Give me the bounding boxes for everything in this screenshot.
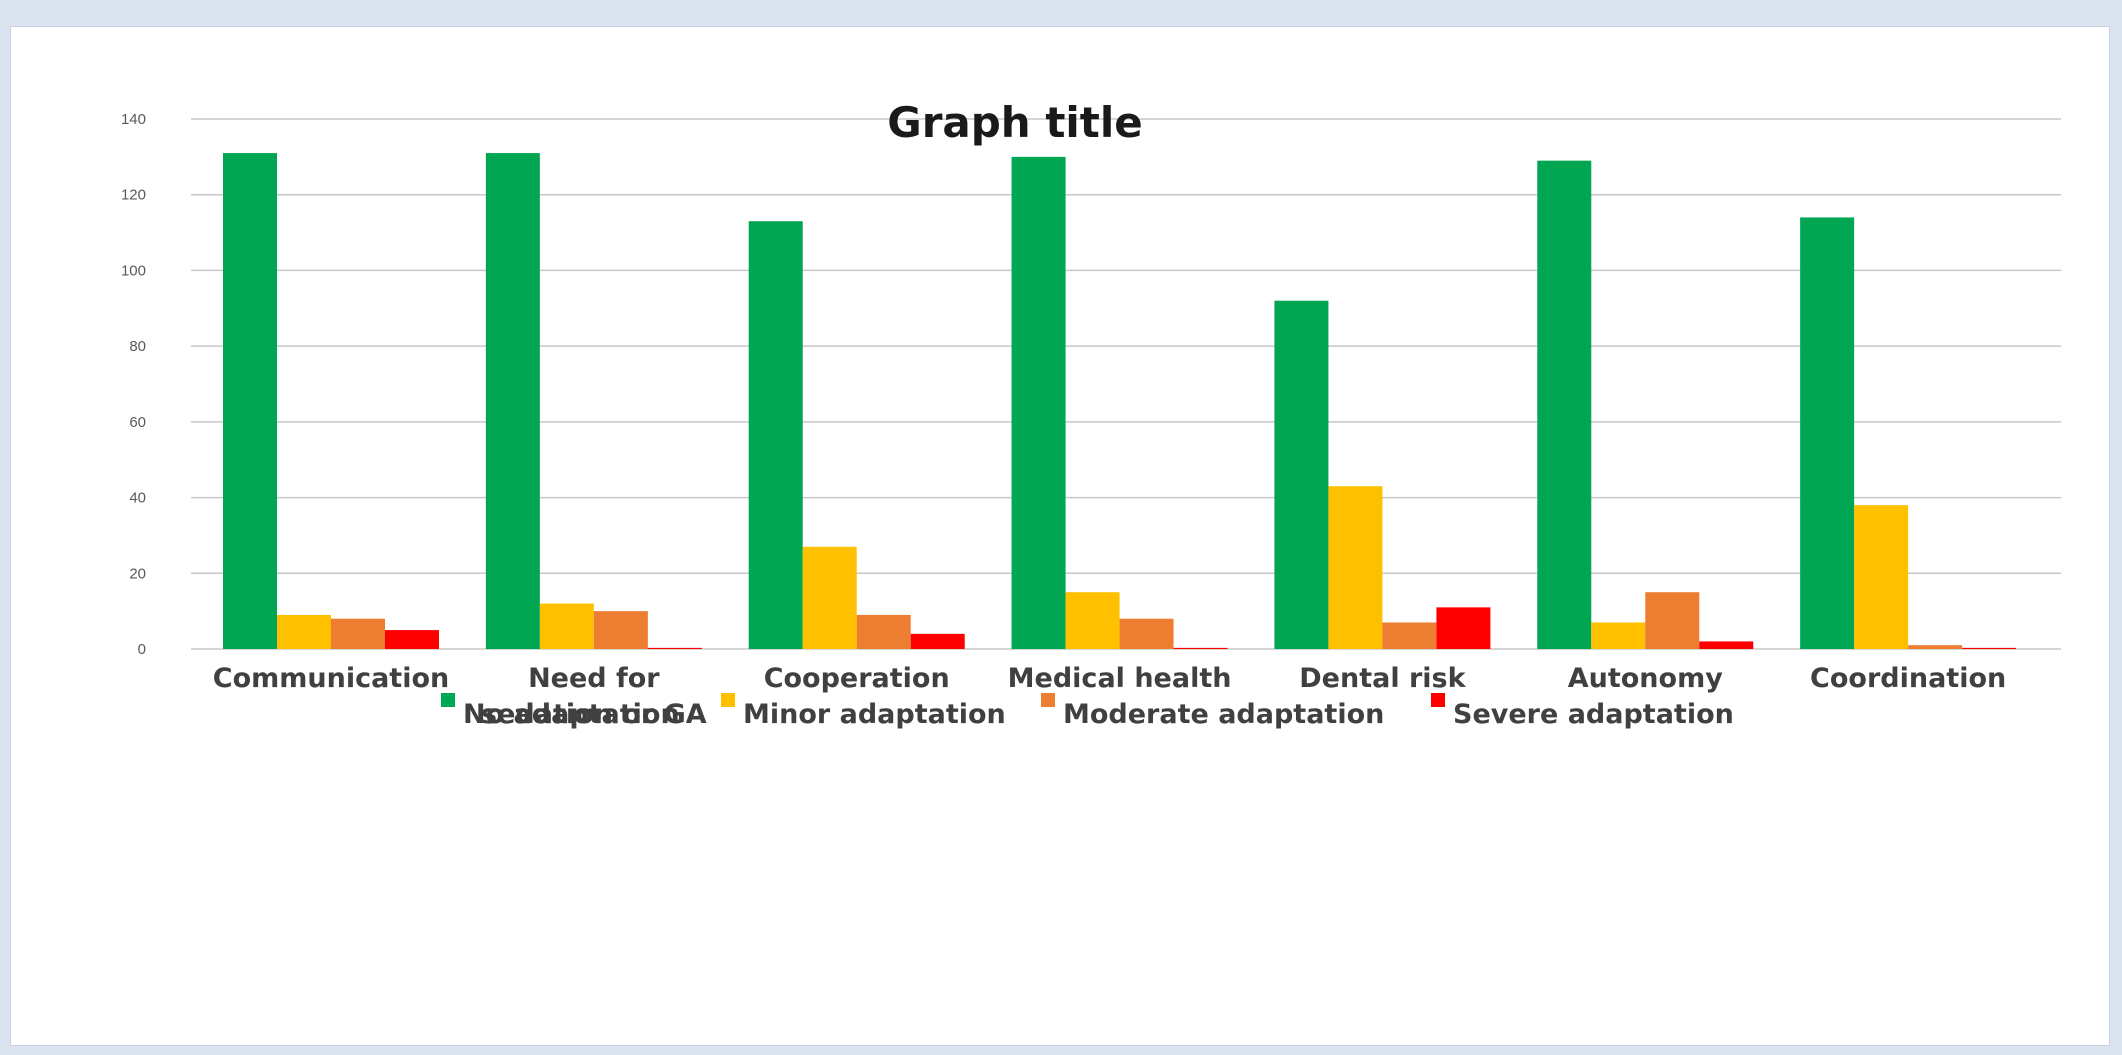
bar-severe-adaptation — [647, 647, 702, 649]
bar-severe-adaptation — [1962, 647, 2017, 649]
category-labels: Communication Need for sedation or GA Coope… — [213, 663, 2006, 730]
bar-severe-adaptation — [385, 630, 439, 649]
bar-no-adaptation — [485, 153, 540, 650]
bar-minor-adaptation — [802, 546, 857, 649]
y-tick-label: 80 — [129, 338, 146, 355]
bar-minor-adaptation — [539, 603, 594, 649]
legend-swatch — [1431, 693, 1445, 707]
y-tick-label: 40 — [129, 490, 146, 507]
bar-moderate-adaptation — [1645, 592, 1700, 649]
bar-moderate-adaptation — [331, 618, 385, 649]
legend: No adaptation Minor adaptation Moderate ad… — [441, 693, 1734, 730]
legend-label: Severe adaptation — [1453, 699, 1734, 730]
bar-no-adaptation — [223, 153, 277, 650]
y-tick-label: 0 — [138, 641, 146, 658]
category-label: Need for — [528, 663, 660, 694]
bar-severe-adaptation — [1699, 641, 1754, 649]
gridlines — [191, 118, 2061, 650]
category-label: Autonomy — [1568, 663, 1723, 694]
category-label: Dental risk — [1299, 663, 1466, 694]
bars — [223, 153, 2017, 650]
bar-chart: 0 20 40 60 80 100 120 140 Communication Need for… — [121, 98, 2061, 730]
bar-minor-adaptation — [1065, 592, 1120, 649]
category-label: sedation or GA — [481, 699, 707, 730]
bar-no-adaptation — [748, 221, 803, 649]
y-tick-label: 100 — [121, 262, 146, 279]
bar-minor-adaptation — [1854, 505, 1909, 649]
bar-severe-adaptation — [1436, 607, 1491, 649]
bar-minor-adaptation — [1328, 486, 1383, 649]
y-tick-label: 120 — [121, 187, 146, 204]
y-axis-ticks: 0 20 40 60 80 100 120 140 — [121, 111, 146, 658]
bar-no-adaptation — [1800, 217, 1855, 649]
legend-swatch — [441, 693, 455, 707]
legend-swatch — [1041, 693, 1055, 707]
legend-label: No adaptation — [463, 699, 680, 730]
bar-moderate-adaptation — [1908, 645, 1963, 649]
category-label: Cooperation — [764, 663, 950, 694]
bar-moderate-adaptation — [593, 611, 648, 649]
bar-severe-adaptation — [910, 633, 965, 649]
bar-severe-adaptation — [1173, 647, 1228, 649]
category-label: Medical health — [1008, 663, 1232, 694]
chart-frame: 0 20 40 60 80 100 120 140 Communication Need for… — [10, 26, 2110, 1046]
y-tick-label: 60 — [129, 414, 146, 431]
y-tick-label: 20 — [129, 565, 146, 582]
chart-title: Graph title — [887, 98, 1143, 147]
bar-no-adaptation — [1011, 156, 1066, 649]
bar-no-adaptation — [1274, 300, 1329, 649]
y-tick-label: 140 — [121, 111, 146, 128]
bar-moderate-adaptation — [1119, 618, 1174, 649]
category-label: Communication — [213, 663, 450, 694]
bar-moderate-adaptation — [1382, 622, 1437, 649]
legend-swatch — [721, 693, 735, 707]
bar-minor-adaptation — [277, 614, 331, 649]
category-label: Coordination — [1810, 663, 2006, 694]
legend-label: Moderate adaptation — [1063, 699, 1384, 730]
legend-label: Minor adaptation — [743, 699, 1006, 730]
bar-moderate-adaptation — [856, 614, 911, 649]
bar-no-adaptation — [1537, 160, 1592, 649]
bar-minor-adaptation — [1591, 622, 1646, 649]
